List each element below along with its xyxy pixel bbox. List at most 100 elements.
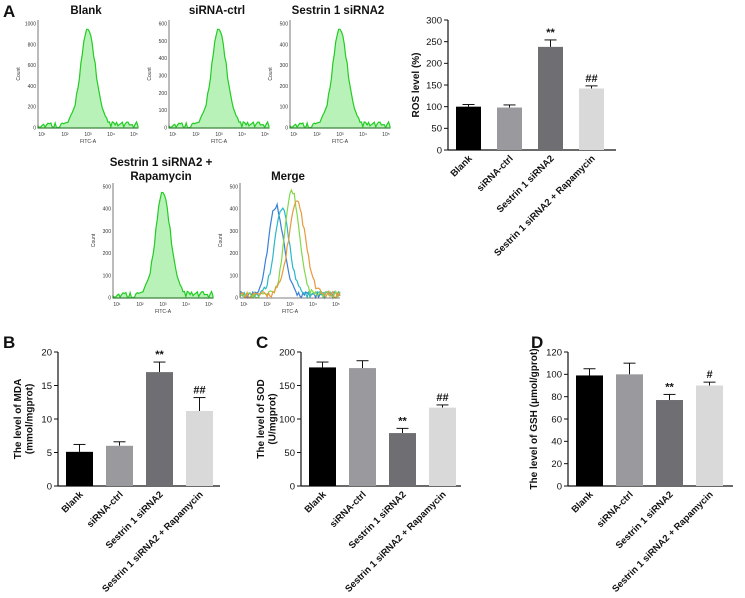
significance-label: ** xyxy=(155,349,164,361)
y-tick-label: 100 xyxy=(546,370,562,381)
significance-label: # xyxy=(706,369,712,381)
bar xyxy=(389,433,416,486)
flow-xtick-label: 10⁵ xyxy=(130,132,138,138)
flow-ytick-label: 0 xyxy=(235,296,238,302)
histogram-area xyxy=(289,28,391,129)
significance-label: ## xyxy=(193,385,205,397)
flow-xlabel: FITC-A xyxy=(80,139,97,145)
flow-xtick-label: 10² xyxy=(61,132,69,138)
category-label: siRNA-ctrl xyxy=(328,489,369,530)
y-axis-label: The level of SOD(U/mgprot) xyxy=(256,379,279,458)
flow-ytick-label: 300 xyxy=(280,63,289,69)
flow-title: Rapamycin xyxy=(130,171,191,183)
flow-ylabel: Count xyxy=(147,67,153,81)
panel-letter-d: D xyxy=(531,333,543,352)
y-tick-label: 200 xyxy=(279,347,295,358)
flow-ytick-label: 0 xyxy=(164,126,167,132)
bar xyxy=(146,372,173,486)
bar xyxy=(66,451,93,486)
flow-xtick-label: 10⁴ xyxy=(359,132,367,138)
flow-ytick-label: 200 xyxy=(159,91,168,97)
flow-title: Blank xyxy=(70,5,102,17)
y-tick-label: 150 xyxy=(426,80,442,91)
bar xyxy=(616,374,643,486)
bar-chart-c: C 0 50 100 150 200 The level of SOD(U/mgprot) B… xyxy=(256,333,461,595)
flow-ytick-label: 500 xyxy=(280,22,289,28)
y-tick-label: 120 xyxy=(546,347,562,358)
category-label: siRNA-ctrl xyxy=(595,489,636,530)
histogram-area xyxy=(168,28,270,129)
flow-xlabel: FITC-A xyxy=(282,309,299,315)
y-tick-label: 0 xyxy=(290,481,295,492)
flow-ytick-label: 200 xyxy=(103,251,112,257)
flow-xtick-label: 10³ xyxy=(286,302,294,308)
y-axis-label-line: The level of SOD xyxy=(256,379,267,458)
flow-xtick-label: 10⁴ xyxy=(107,132,115,138)
y-tick-label: 250 xyxy=(426,37,442,48)
significance-label: ## xyxy=(436,392,448,404)
flow-xlabel: FITC-A xyxy=(332,139,349,145)
flow-xtick-label: 10² xyxy=(263,302,271,308)
category-label: siRNA-ctrl xyxy=(85,489,126,530)
category-label: siRNA-ctrl xyxy=(475,153,516,194)
bar xyxy=(429,407,456,486)
flow-ytick-label: 200 xyxy=(28,105,37,111)
flow-xtick-label: 10⁴ xyxy=(309,302,317,308)
y-tick-label: 300 xyxy=(426,15,442,26)
flow-xtick-label: 10¹ xyxy=(38,132,46,138)
flow-title: Sestrin 1 siRNA2 xyxy=(292,5,385,17)
y-tick-label: 200 xyxy=(426,59,442,70)
y-tick-label: 0 xyxy=(47,481,52,492)
flow-ytick-label: 800 xyxy=(28,42,37,48)
merge-curve xyxy=(239,200,341,299)
merge-curve xyxy=(239,201,341,300)
bar xyxy=(576,375,603,486)
significance-label: ** xyxy=(546,27,555,39)
flow-ytick-label: 100 xyxy=(159,108,168,114)
y-axis-label: The level of GSH (μmol/gprot) xyxy=(529,348,540,489)
flow-ytick-label: 400 xyxy=(159,56,168,62)
flow-ytick-label: 500 xyxy=(230,185,239,191)
flow-ytick-label: 400 xyxy=(230,207,239,213)
bar xyxy=(106,445,133,486)
flow-xlabel: FITC-A xyxy=(211,139,228,145)
y-tick-label: 20 xyxy=(551,459,562,470)
bar-chart-b: B 0 5 10 15 20 The level of MDA(mmol/mgprot) Bl… xyxy=(3,333,220,595)
flow-ytick-label: 0 xyxy=(285,126,288,132)
panel-letter-b: B xyxy=(3,333,15,352)
flow-ytick-label: 100 xyxy=(280,105,289,111)
y-tick-label: 150 xyxy=(279,381,295,392)
flow-xtick-label: 10² xyxy=(313,132,321,138)
significance-label: ** xyxy=(665,381,674,393)
flow-ytick-label: 400 xyxy=(28,84,37,90)
significance-label: ## xyxy=(585,73,597,85)
flow-xtick-label: 10³ xyxy=(215,132,223,138)
flow-ylabel: Count xyxy=(268,67,274,81)
y-tick-label: 0 xyxy=(437,145,442,156)
flow-ytick-label: 500 xyxy=(159,39,168,45)
flow-title: siRNA-ctrl xyxy=(189,5,245,17)
flow-xtick-label: 10¹ xyxy=(240,302,248,308)
bar xyxy=(309,367,336,486)
y-tick-label: 40 xyxy=(551,437,562,448)
panel-letter-c: C xyxy=(256,333,268,352)
flow-ylabel: Count xyxy=(16,67,22,81)
y-tick-label: 50 xyxy=(431,124,442,135)
flow-ytick-label: 300 xyxy=(103,229,112,235)
flow-ylabel: Count xyxy=(91,233,97,247)
y-tick-label: 0 xyxy=(557,481,562,492)
bar-chart-d: D 0 20 40 60 80 100 120 The level of GSH (μmol/g… xyxy=(529,333,733,595)
flow-xtick-label: 10¹ xyxy=(290,132,298,138)
bar xyxy=(497,107,522,150)
flow-ytick-label: 600 xyxy=(159,22,168,28)
category-label: Blank xyxy=(303,489,330,516)
flow-ytick-label: 100 xyxy=(103,273,112,279)
flow-xtick-label: 10⁵ xyxy=(382,132,390,138)
y-tick-label: 5 xyxy=(47,448,52,459)
flow-xtick-label: 10⁴ xyxy=(238,132,246,138)
merge-curve xyxy=(239,188,341,299)
category-label: Blank xyxy=(570,489,597,516)
